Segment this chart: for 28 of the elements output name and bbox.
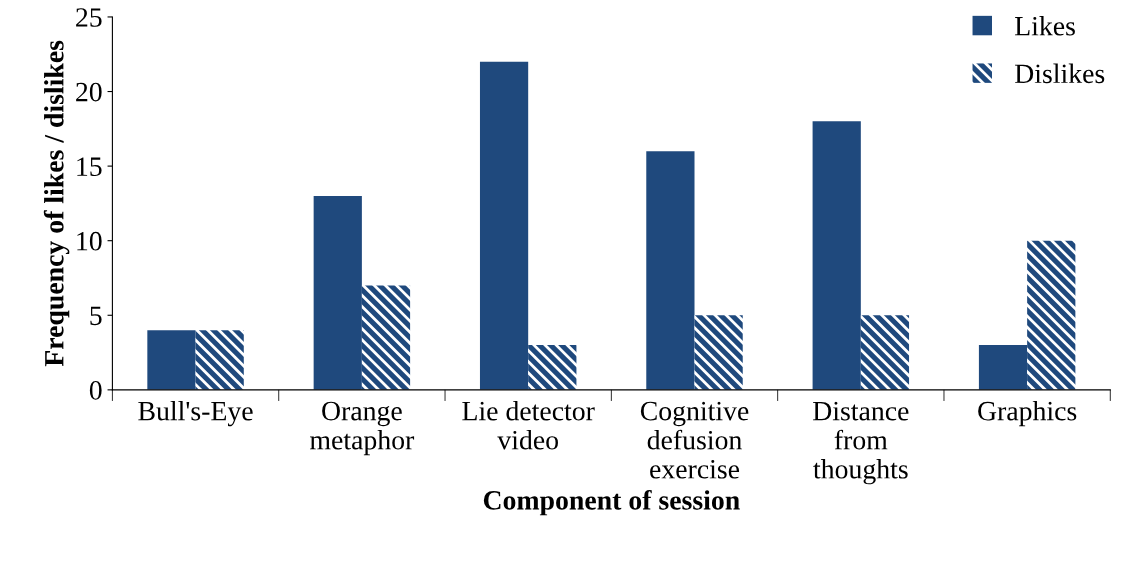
- x-tick-label: Distance from thoughts: [813, 401, 909, 485]
- x-tick-label: Cognitive defusion exercise: [640, 401, 749, 479]
- bar: [812, 121, 861, 390]
- bar: [147, 330, 196, 390]
- x-tick-label: Bull's-Eye: [138, 400, 253, 427]
- bar: [479, 61, 529, 390]
- y-tick-label: 15: [77, 157, 102, 177]
- bar: [528, 345, 577, 390]
- bar: [195, 330, 244, 390]
- y-tick-label: 0: [89, 381, 102, 400]
- bar: [1027, 240, 1076, 390]
- bar: [694, 315, 743, 390]
- y-tick-label: 5: [90, 306, 102, 326]
- bar: [978, 345, 1028, 390]
- legend-label: Likes: [1015, 16, 1075, 36]
- x-tick-label: Graphics: [978, 400, 1077, 427]
- y-tick-label: 20: [76, 82, 102, 102]
- x-tick-label: Lie detector video: [462, 400, 595, 450]
- bar: [646, 151, 695, 390]
- bar: [313, 195, 362, 390]
- bar: [361, 285, 411, 390]
- y-tick-label: 25: [76, 8, 102, 27]
- y-axis-title: Frequency of likes / dislikes: [43, 40, 70, 367]
- legend-label: Dislikes: [1015, 63, 1105, 84]
- x-tick-label: Orange metaphor: [310, 401, 415, 456]
- x-axis-title: Component of session: [483, 489, 740, 516]
- y-tick-label: 10: [77, 231, 102, 251]
- bar: [860, 315, 910, 390]
